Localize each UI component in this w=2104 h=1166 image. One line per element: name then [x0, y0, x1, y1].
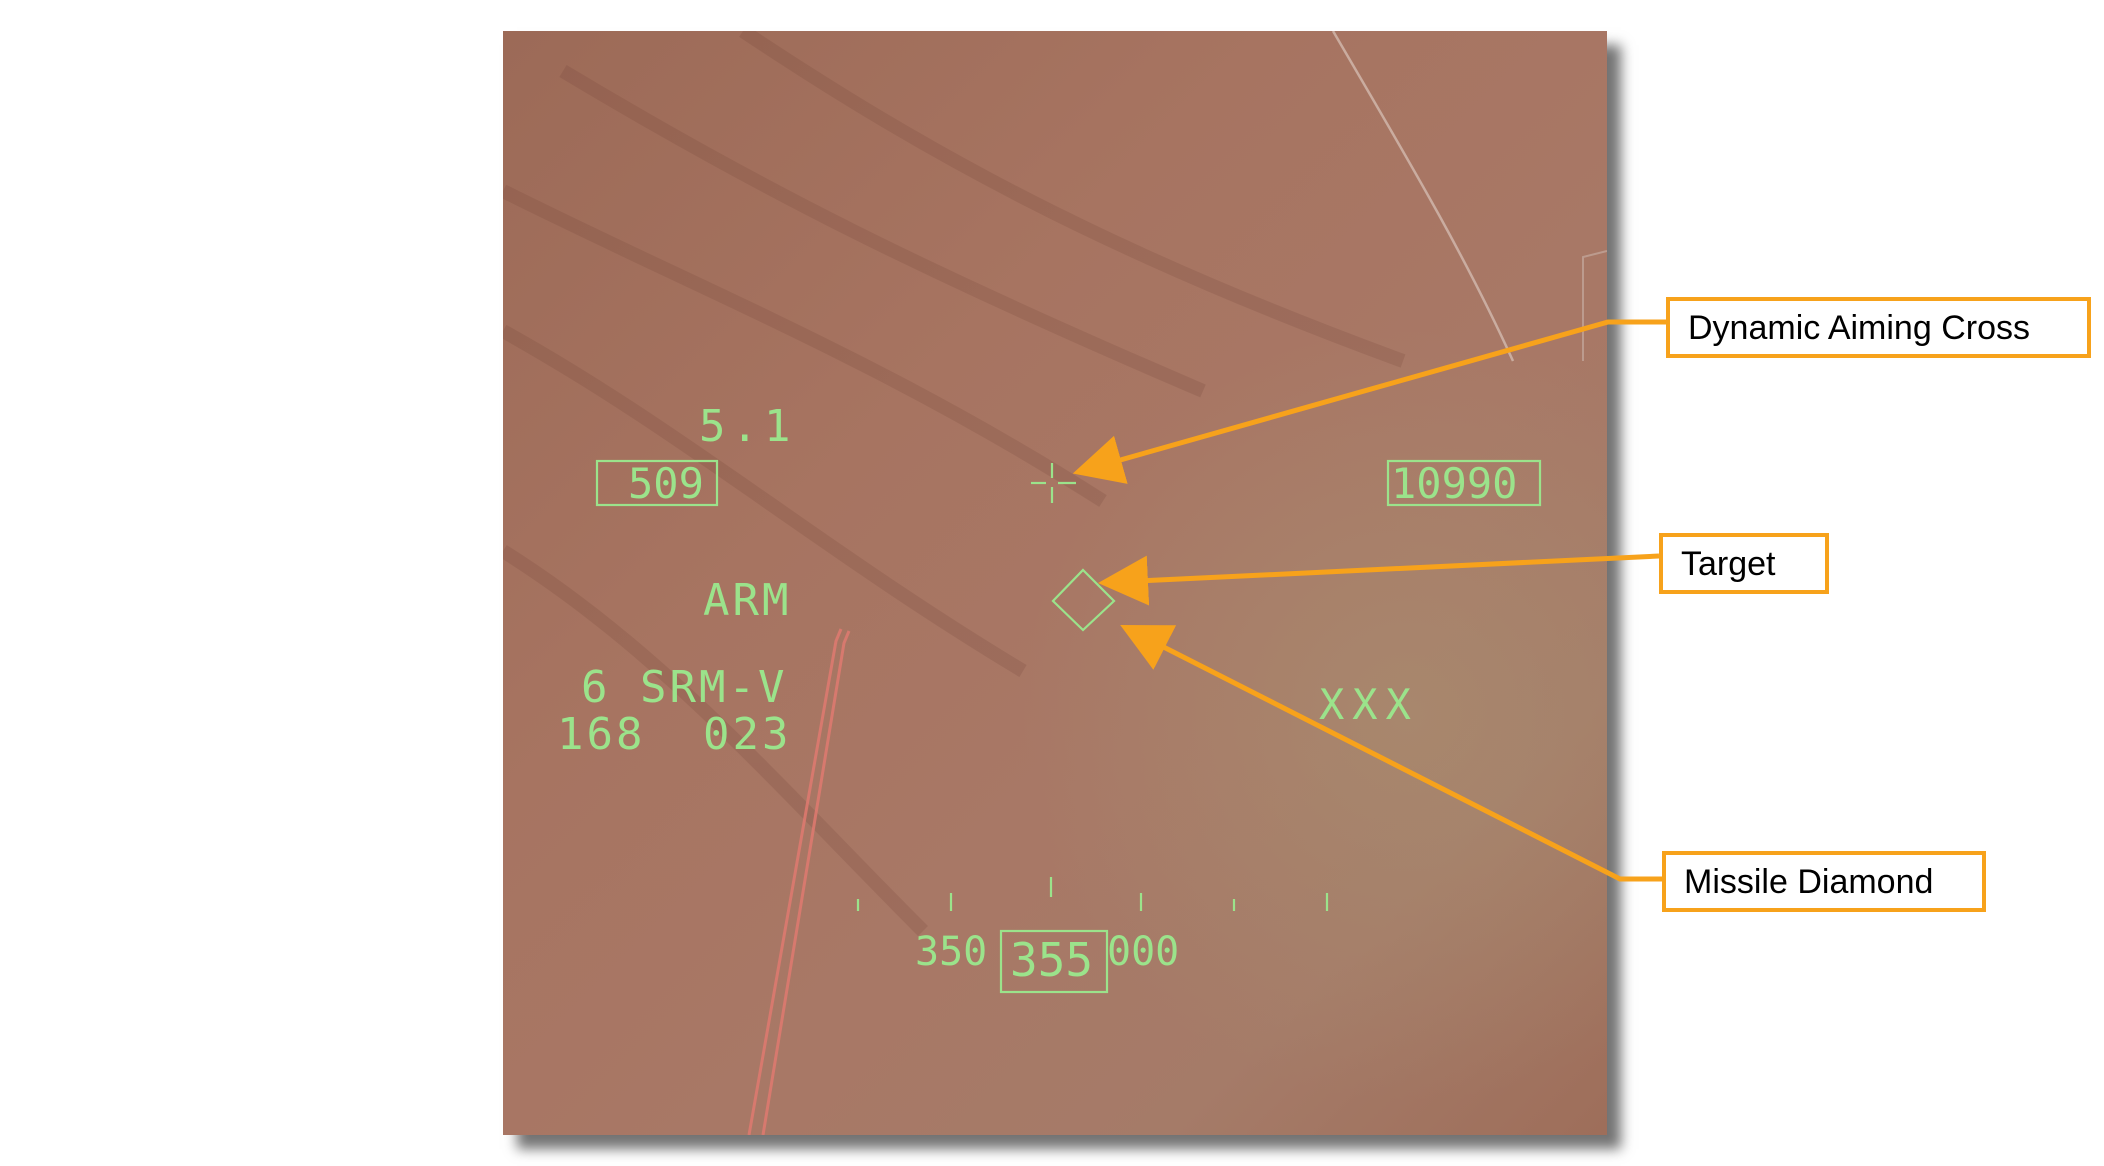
altitude-value: 10990	[1391, 459, 1517, 508]
hud-svg: 5.1 509 10990 ARM 6 SRM-V 168 023	[503, 31, 1607, 1135]
callout-missile-diamond: Missile Diamond	[1662, 851, 1986, 912]
heading-current: 355	[1010, 933, 1093, 987]
target-status: XXX	[1319, 680, 1419, 729]
heading-box	[999, 929, 1109, 994]
range-readout: 5.1	[699, 401, 796, 452]
callout-dynamic-aiming-cross: Dynamic Aiming Cross	[1666, 297, 2091, 358]
missile-smoke-trails	[747, 628, 851, 1135]
callout-target: Target	[1659, 533, 1829, 594]
hud-view: 5.1 509 10990 ARM 6 SRM-V 168 023	[503, 31, 1607, 1135]
heading-label-right: 000	[1107, 929, 1179, 975]
timer-left: 168	[557, 709, 645, 760]
airspeed-box	[595, 459, 719, 507]
terrain-streaks	[503, 31, 1406, 936]
weapon-line: 6 SRM-V	[581, 662, 787, 713]
master-mode: ARM	[703, 575, 791, 626]
timer-right: 023	[703, 709, 791, 760]
heading-tick-marks	[856, 877, 1329, 911]
airspeed-value: 509	[628, 459, 704, 508]
heading-label-left: 350	[915, 929, 987, 975]
road-line	[1331, 31, 1515, 362]
